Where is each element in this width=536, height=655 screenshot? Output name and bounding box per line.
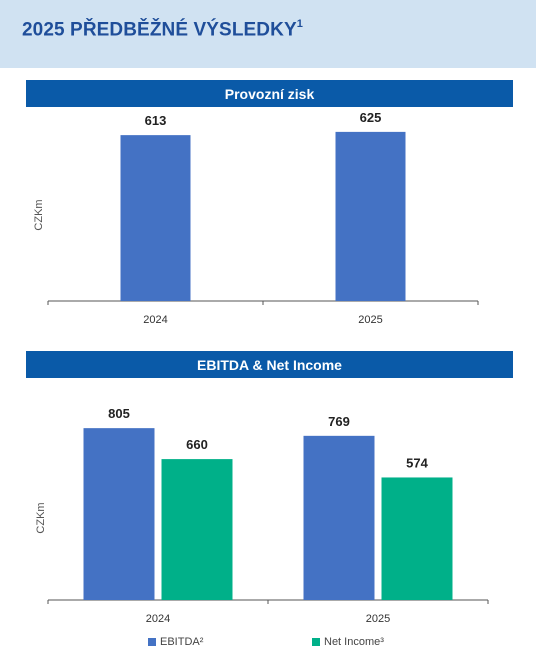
bar [161,459,233,600]
bar [381,477,453,600]
legend-swatch-ebitda [148,638,156,646]
legend-item-ebitda: EBITDA² [148,636,203,648]
x-tick-label: 2025 [366,613,390,625]
bar-value-label: 574 [406,455,428,470]
bar [83,428,155,600]
x-tick-label: 2024 [143,314,167,326]
legend-label-net-income: Net Income³ [324,636,384,648]
bar-value-label: 613 [145,113,167,128]
operating-profit-title-bar: Provozní zisk [26,80,513,107]
bar-value-label: 805 [108,406,130,421]
y-axis-title: CZKm [33,199,45,230]
legend-swatch-net-income [312,638,320,646]
chart-legend: EBITDA² Net Income³ [0,636,536,652]
bar-value-label: 769 [328,414,350,429]
y-axis-title: CZKm [35,502,47,533]
legend-item-net-income: Net Income³ [312,636,384,648]
page-header: 2025 PŘEDBĚŽNÉ VÝSLEDKY1 [0,0,536,68]
ebitda-net-income-title-bar: EBITDA & Net Income [26,351,513,378]
bar-value-label: 660 [186,437,208,452]
x-tick-label: 2024 [146,613,170,625]
page-title: 2025 PŘEDBĚŽNÉ VÝSLEDKY1 [22,18,303,41]
title-footnote: 1 [296,18,303,30]
operating-profit-title: Provozní zisk [224,85,315,102]
bar [335,131,406,301]
ebitda-net-income-chart: 805 660 2024 769 574 2025 CZKm [35,406,489,625]
operating-profit-chart: 613 2024 625 2025 CZKm [33,110,479,326]
bar-value-label: 625 [360,110,382,125]
bar [303,435,375,600]
ebitda-net-income-title: EBITDA & Net Income [197,356,342,373]
x-tick-label: 2025 [358,314,382,326]
bar [120,135,191,301]
page-title-text: 2025 PŘEDBĚŽNÉ VÝSLEDKY [22,19,297,41]
legend-label-ebitda: EBITDA² [160,636,204,648]
